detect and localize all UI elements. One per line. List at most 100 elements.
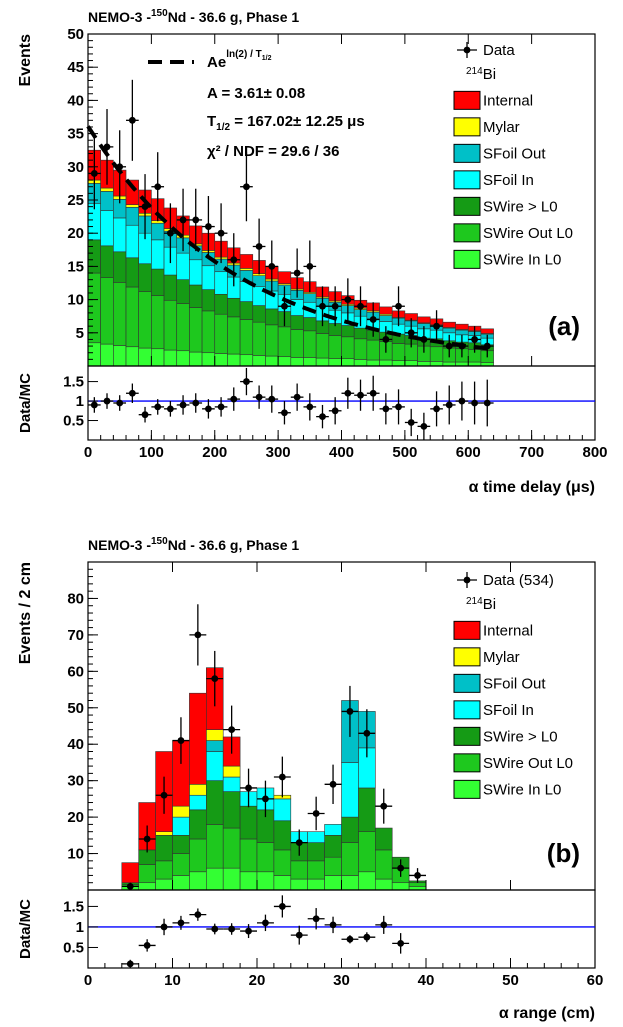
stack-bar — [151, 268, 165, 296]
stack-bar — [125, 204, 140, 208]
ratio-panel: 0.5 1 1.5 0 10 20 30 40 50 60 Data/MC — [17, 889, 603, 989]
ratio-point — [240, 367, 253, 396]
ratio-point — [278, 401, 291, 425]
ratio-point — [189, 393, 203, 413]
stack-bar — [353, 338, 368, 360]
data-marker — [380, 802, 388, 810]
chart-title: NEMO-3 -150Nd - 36.6 g, Phase 1 — [88, 536, 299, 553]
data-marker — [211, 925, 219, 933]
legend-swatch — [453, 726, 481, 746]
stack-bar — [391, 882, 410, 891]
data-marker — [143, 835, 151, 843]
stack-bar — [252, 355, 266, 367]
data-marker — [344, 389, 352, 397]
data-point — [189, 604, 207, 666]
legend-entry-label: SWire > L0 — [483, 728, 558, 745]
ratio-point — [468, 381, 481, 425]
stack-bar — [87, 239, 101, 274]
ratio-point — [88, 397, 101, 413]
stack-bar — [189, 307, 203, 353]
ratio-point — [189, 908, 207, 921]
data-marker — [295, 839, 303, 847]
data-marker — [445, 401, 453, 409]
data-marker — [103, 397, 111, 405]
data-marker — [278, 903, 286, 910]
data-marker — [357, 391, 364, 399]
ratio-point — [223, 923, 241, 935]
stack-bar — [100, 191, 114, 211]
y-tick-label: 15 — [67, 258, 84, 275]
ratio-point — [375, 915, 393, 934]
stack-bar — [163, 349, 178, 367]
stack-bar — [138, 864, 156, 884]
data-marker — [407, 329, 415, 337]
chart-panel-a: NEMO-3 -150Nd - 36.6 g, Phase 1510152025… — [17, 8, 608, 496]
stack-bar — [379, 306, 393, 315]
ratio-point — [126, 383, 139, 403]
data-point — [290, 248, 304, 298]
data-marker — [483, 342, 491, 350]
stack-bar — [125, 346, 140, 367]
stack-bar — [138, 291, 152, 349]
legend-swatch — [453, 90, 481, 110]
data-marker — [126, 882, 134, 890]
ratio-point — [341, 935, 359, 944]
stack-bar — [189, 838, 207, 873]
data-marker — [154, 403, 162, 411]
stack-bar — [353, 359, 368, 367]
data-marker — [245, 784, 252, 792]
data-marker — [160, 791, 168, 799]
data-marker — [141, 411, 149, 419]
data-marker — [471, 399, 478, 407]
x-tick-label: 50 — [502, 972, 519, 989]
ratio-point — [265, 385, 279, 413]
ratio-y-tick-label: 1 — [76, 393, 84, 410]
stack-bar — [206, 824, 224, 869]
stack-bar — [227, 297, 241, 318]
stack-bar — [189, 284, 203, 308]
series-swire-out-l0 — [121, 824, 427, 887]
y-tick-label: 10 — [67, 292, 84, 309]
x-tick-label: 10 — [164, 972, 181, 989]
stack-bar — [239, 805, 258, 840]
ratio-point — [358, 932, 376, 943]
stack-bar — [125, 224, 140, 259]
stack-bar — [379, 315, 393, 322]
series-swire-out-l0 — [87, 272, 494, 363]
legend-entry-label: SWire Out L0 — [483, 225, 573, 242]
y-tick-label: 70 — [67, 627, 84, 644]
stack-bar — [417, 361, 431, 367]
stack-bar — [252, 321, 266, 356]
legend-entry-label: SWire In L0 — [483, 781, 561, 798]
y-tick-label: 25 — [67, 192, 84, 209]
data-marker — [319, 302, 326, 310]
data-marker — [346, 708, 354, 715]
data-marker — [312, 915, 320, 923]
x-tick-label: 100 — [139, 444, 164, 461]
stack-bar — [214, 353, 228, 367]
stack-bar — [417, 316, 431, 324]
stack-bar — [358, 831, 376, 873]
stack-bar — [100, 187, 114, 192]
ratio-panel: 0.5 1 1.5 0 100 200 300 400 500 600 700 800 Data/MC — [17, 365, 608, 461]
data-marker — [281, 302, 288, 310]
stack-bar — [290, 315, 304, 330]
data-marker — [281, 409, 288, 417]
ratio-point — [328, 397, 342, 425]
y-tick-label: 10 — [67, 846, 84, 863]
stack-bar — [155, 860, 173, 880]
stack-bar — [442, 327, 456, 334]
stack-bar — [374, 827, 393, 851]
data-marker — [312, 810, 320, 817]
ratio-point — [202, 399, 215, 419]
ratio-point — [227, 387, 241, 411]
x-tick-label: 600 — [456, 444, 481, 461]
fit-label: Aeln(2) / T1/2 — [207, 49, 272, 71]
y-tick-label: 5 — [76, 325, 84, 342]
data-marker — [331, 302, 339, 310]
data-marker — [90, 170, 98, 177]
stack-bar — [315, 333, 330, 359]
legend-data-label: Data — [483, 42, 515, 59]
data-marker — [458, 397, 466, 405]
legend-data-marker — [463, 46, 471, 54]
